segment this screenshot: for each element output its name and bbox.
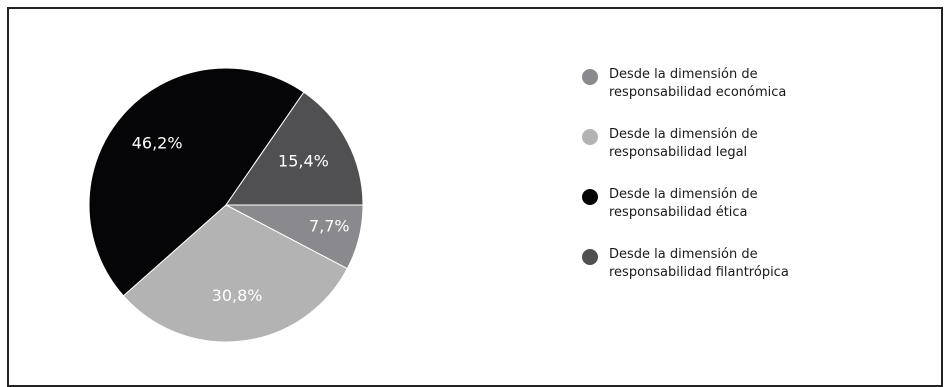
pie-slice-etica [88, 67, 305, 297]
legend-item-etica: Desde la dimensión de responsabilidad ét… [582, 186, 882, 246]
slice-label-etica: 46,2% [132, 133, 183, 152]
legend-label-filantropica: Desde la dimensión de responsabilidad fi… [609, 247, 789, 280]
legend-label-etica: Desde la dimensión de responsabilidad ét… [609, 187, 758, 220]
legend-swatch-legal [582, 129, 598, 145]
legend-item-filantropica: Desde la dimensión de responsabilidad fi… [582, 246, 882, 306]
pie-chart: 7,7% 30,8% 46,2% 15,4% [88, 67, 364, 343]
legend-item-economica: Desde la dimensión de responsabilidad ec… [582, 66, 882, 126]
legend-label-legal: Desde la dimensión de responsabilidad le… [609, 127, 758, 160]
slice-label-legal: 30,8% [212, 286, 263, 305]
slice-label-economica: 7,7% [309, 217, 350, 236]
legend-swatch-etica [582, 189, 598, 205]
legend: Desde la dimensión de responsabilidad ec… [582, 66, 882, 306]
pie-slice-filantropica [225, 91, 364, 206]
legend-item-legal: Desde la dimensión de responsabilidad le… [582, 126, 882, 186]
pie-slice-legal [122, 204, 348, 343]
legend-swatch-filantropica [582, 249, 598, 265]
legend-swatch-economica [582, 69, 598, 85]
slice-label-filantropica: 15,4% [278, 152, 329, 171]
legend-label-economica: Desde la dimensión de responsabilidad ec… [609, 67, 787, 100]
